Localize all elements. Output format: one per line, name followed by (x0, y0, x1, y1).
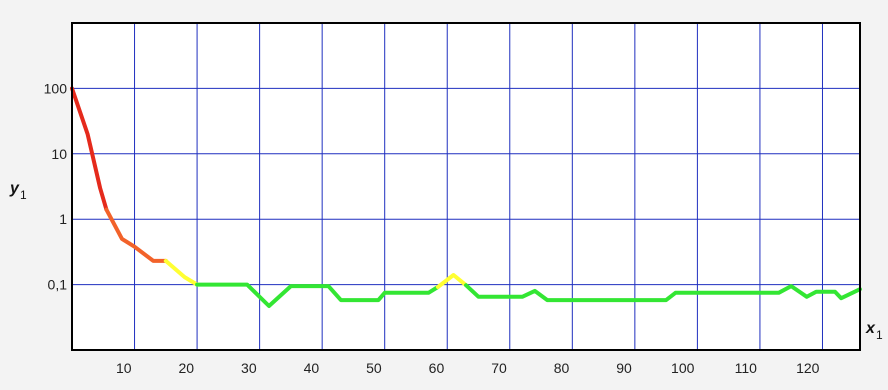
x-tick-label: 90 (616, 360, 632, 376)
x-tick-label: 100 (671, 360, 695, 376)
x-tick-label: 20 (179, 360, 195, 376)
x-tick-label: 120 (796, 360, 820, 376)
x-tick-label: 30 (241, 360, 257, 376)
x-axis-label: x (865, 320, 876, 337)
series-line-green (464, 283, 862, 303)
y-tick-label: 0,1 (48, 277, 68, 293)
y-axis-label: y (9, 180, 20, 197)
x-tick-label: 110 (735, 360, 758, 376)
y-tick-label: 1 (59, 211, 67, 227)
series-line-yellow (163, 258, 200, 287)
y-axis-label-sub: 1 (20, 188, 27, 202)
x-tick-label: 60 (429, 360, 445, 376)
plot-area (72, 23, 860, 350)
x-tick-label: 80 (554, 360, 570, 376)
series-line-green (195, 282, 440, 308)
plot-frame (71, 22, 861, 351)
x-tick-label: 10 (116, 360, 132, 376)
y-tick-label: 100 (44, 80, 68, 96)
x-tick-labels: 10 20 30 40 50 60 70 80 90 100 110 120 (116, 360, 820, 376)
x-tick-label: 50 (366, 360, 382, 376)
series-line-red (70, 86, 109, 212)
x-tick-label: 40 (304, 360, 320, 376)
y-tick-label: 10 (51, 146, 67, 162)
y-tick-labels: 0,1 1 10 100 (44, 80, 68, 292)
data-series (70, 86, 862, 308)
x-axis-label-sub: 1 (876, 328, 883, 342)
series-line-yellow (435, 273, 468, 289)
series-line-orange (104, 207, 168, 263)
x-tick-label: 70 (491, 360, 507, 376)
